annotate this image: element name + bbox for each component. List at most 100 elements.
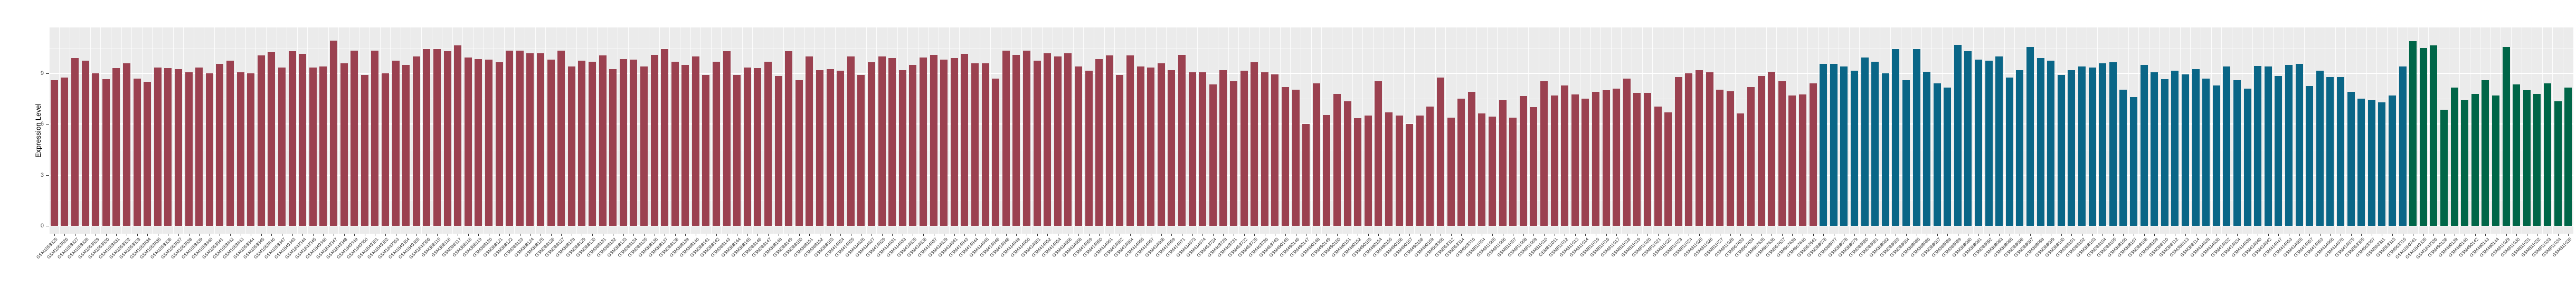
- bar: [1561, 85, 1569, 226]
- bar: [619, 59, 627, 226]
- x-tick-mark: [2319, 234, 2321, 236]
- bar: [174, 69, 182, 226]
- gridline-vertical: [2252, 27, 2253, 234]
- bar: [1033, 61, 1041, 226]
- bar: [443, 51, 451, 226]
- bar: [1395, 116, 1403, 226]
- bar: [1188, 72, 1196, 226]
- bar: [526, 53, 534, 226]
- gridline-vertical: [1021, 27, 1022, 234]
- bar: [733, 75, 741, 226]
- bar: [423, 49, 431, 226]
- gridline-vertical: [2397, 27, 2398, 234]
- x-tick-mark: [147, 234, 148, 236]
- x-tick-mark: [1171, 234, 1172, 236]
- gridline-vertical: [1321, 27, 1322, 234]
- bar: [2037, 58, 2044, 226]
- bar: [1282, 87, 1289, 226]
- x-tick-mark: [468, 234, 469, 236]
- bar: [1509, 117, 1517, 226]
- x-tick-mark: [1658, 234, 1659, 236]
- bar: [754, 68, 762, 226]
- bar: [1695, 70, 1703, 226]
- bar: [826, 69, 834, 226]
- gridline-vertical: [2097, 27, 2098, 234]
- bar: [961, 54, 969, 226]
- bar: [1954, 44, 1962, 226]
- gridline-vertical: [514, 27, 515, 234]
- bar: [2223, 66, 2231, 226]
- bar: [1240, 71, 1248, 226]
- bar: [806, 56, 813, 226]
- bar: [1674, 77, 1682, 226]
- gridline-vertical: [1083, 27, 1084, 234]
- x-tick-mark: [2309, 234, 2310, 236]
- x-tick-mark: [592, 234, 593, 236]
- gridline-vertical: [1890, 27, 1891, 234]
- gridline-vertical: [1104, 27, 1105, 234]
- bar: [1178, 54, 1186, 226]
- gridline-vertical: [1590, 27, 1591, 234]
- x-tick-mark: [1409, 234, 1410, 236]
- bar: [2161, 79, 2168, 226]
- bar: [2502, 47, 2510, 226]
- gridline-vertical: [1497, 27, 1498, 234]
- bar: [1850, 71, 1858, 226]
- x-tick-mark: [1699, 234, 1700, 236]
- bar: [2347, 92, 2355, 226]
- x-tick-mark: [2433, 234, 2435, 236]
- gridline-vertical: [1311, 27, 1312, 234]
- x-tick-mark: [1337, 234, 1338, 236]
- gridline-vertical: [1683, 27, 1684, 234]
- gridline-vertical: [266, 27, 267, 234]
- bar: [1436, 78, 1444, 226]
- x-tick-mark: [1523, 234, 1524, 236]
- bar: [1768, 71, 1776, 226]
- gridline-vertical: [1259, 27, 1260, 234]
- x-tick-mark: [633, 234, 634, 236]
- bar: [1002, 50, 1010, 226]
- bar: [2099, 63, 2107, 226]
- x-tick-mark: [954, 234, 955, 236]
- gridline-vertical: [390, 27, 391, 234]
- bar: [2016, 70, 2024, 226]
- gridline-vertical: [297, 27, 298, 234]
- bar: [578, 61, 586, 226]
- x-tick-mark: [1192, 234, 1193, 236]
- bar: [2275, 75, 2283, 226]
- bar: [1261, 72, 1268, 226]
- gridline-vertical: [876, 27, 877, 234]
- bar: [702, 75, 710, 226]
- bar: [1416, 116, 1424, 226]
- bar: [309, 67, 317, 226]
- bar: [392, 61, 400, 226]
- bar: [1447, 117, 1455, 226]
- gridline-vertical: [690, 27, 691, 234]
- x-tick-mark: [1543, 234, 1545, 236]
- bar: [2151, 72, 2158, 226]
- y-tick-mark: [46, 175, 49, 176]
- gridline-vertical: [328, 27, 329, 234]
- gridline-vertical: [1807, 27, 1808, 234]
- bar: [1385, 112, 1393, 226]
- bar: [868, 62, 876, 226]
- bar: [536, 53, 544, 226]
- gridline-vertical: [2056, 27, 2057, 234]
- bar: [2285, 65, 2293, 226]
- gridline-vertical: [131, 27, 132, 234]
- bar: [1343, 101, 1351, 226]
- x-tick-mark: [892, 234, 893, 236]
- gridline-vertical: [2511, 27, 2512, 234]
- gridline-vertical: [338, 27, 339, 234]
- bar: [1623, 78, 1631, 226]
- x-tick-mark: [1854, 234, 1855, 236]
- y-tick-mark: [46, 124, 49, 125]
- x-tick-mark: [923, 234, 924, 236]
- bar: [361, 75, 368, 226]
- gridline-vertical: [307, 27, 308, 234]
- bar: [1798, 94, 1806, 226]
- bar: [1788, 95, 1796, 226]
- x-tick-mark: [561, 234, 562, 236]
- gridline-vertical: [742, 27, 743, 234]
- x-tick-mark: [1161, 234, 1162, 236]
